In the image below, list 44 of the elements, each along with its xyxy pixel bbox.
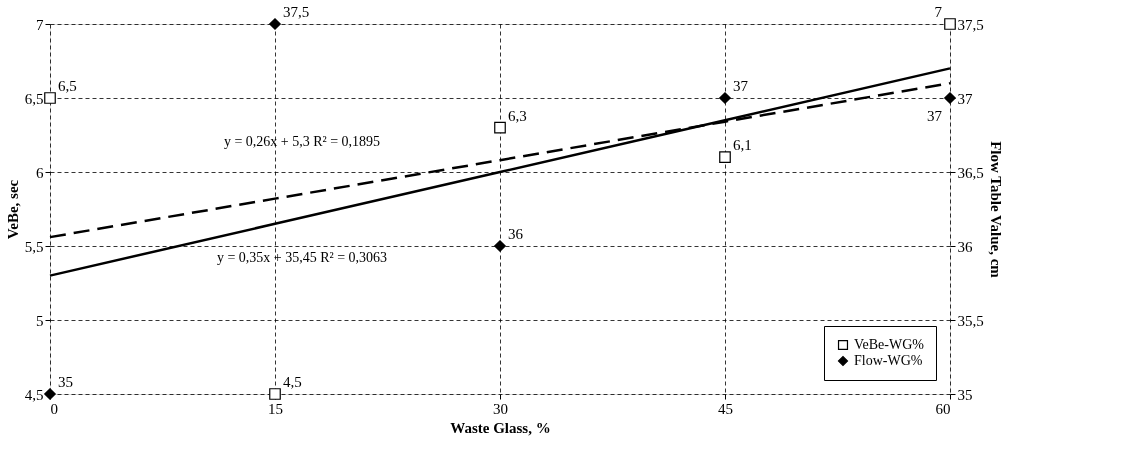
y2-tick-label: 37 — [957, 90, 973, 107]
x-tick-label: 0 — [50, 400, 58, 417]
y2-tick-label: 35 — [957, 386, 973, 403]
annotation: y = 0,26x + 5,3 R² = 0,1895 — [223, 134, 381, 150]
data-label: 37,5 — [283, 4, 310, 20]
data-label: 6,3 — [508, 107, 527, 124]
x-tick-label: 60 — [935, 400, 951, 417]
point — [719, 92, 731, 104]
point — [944, 92, 956, 104]
point — [494, 121, 506, 134]
point — [944, 18, 956, 30]
annotation: y = 0,35x + 35,45 R² = 0,3063 — [216, 249, 388, 265]
x-tick-label: 45 — [718, 400, 733, 417]
y-tick-label: 5 — [36, 312, 44, 329]
data-label: 37 — [733, 78, 749, 94]
data-label: 6,1 — [733, 137, 752, 154]
y2-axis-title: Flow Table Value, cm — [987, 141, 1004, 279]
data-label: 4,5 — [283, 374, 302, 390]
legend-label: Flow-WG% — [854, 353, 923, 368]
y-tick-label: 4,5 — [24, 386, 44, 403]
y-tick-label: 6 — [36, 164, 44, 181]
y-tick-label: 7 — [36, 16, 44, 33]
legend-label: VeBe-WG% — [854, 337, 925, 352]
y-axis-title: VeBe, sec — [4, 179, 21, 240]
data-label: 6,5 — [58, 78, 77, 94]
y2-tick-label: 36,5 — [957, 164, 984, 181]
point — [494, 240, 506, 252]
point — [269, 18, 281, 30]
y-tick-label: 5,5 — [24, 238, 44, 255]
y2-tick-label: 36 — [957, 238, 973, 255]
data-label: 7 — [934, 4, 943, 20]
y2-tick-label: 35,5 — [957, 312, 984, 329]
x-axis-title: Waste Glass, % — [450, 419, 551, 436]
x-tick-label: 30 — [493, 400, 508, 417]
point — [269, 388, 281, 400]
point — [44, 92, 56, 104]
point — [44, 388, 56, 400]
y-tick-label: 6,5 — [24, 90, 44, 107]
x-tick-label: 15 — [268, 400, 283, 417]
y2-tick-label: 37,5 — [957, 16, 984, 33]
data-label: 37 — [927, 108, 943, 124]
point — [719, 151, 731, 164]
data-label: 35 — [58, 374, 73, 390]
data-label: 36 — [508, 226, 524, 242]
